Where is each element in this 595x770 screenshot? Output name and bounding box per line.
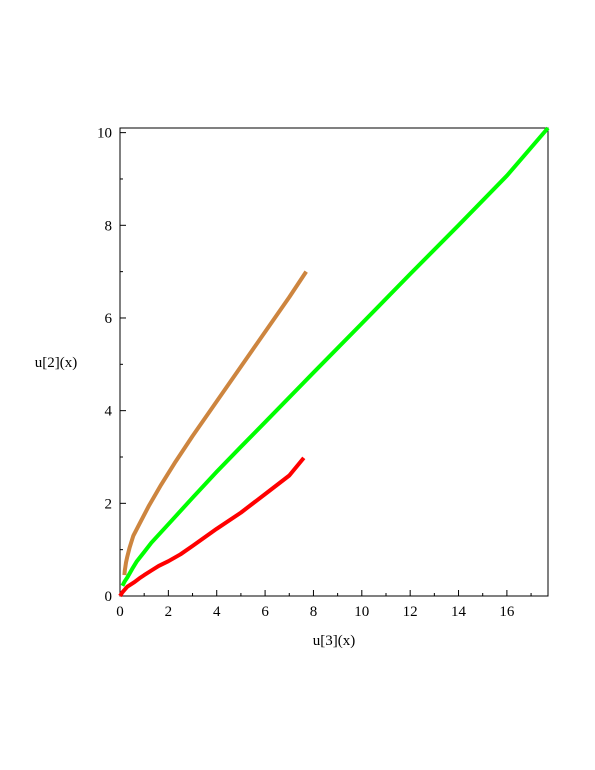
x-tick-label: 12 — [403, 604, 418, 620]
axis-ticks: 0 2 4 6 8 10 12 14 16 0 2 4 6 8 10 — [97, 126, 532, 620]
series-line-3 — [118, 456, 306, 598]
x-tick-label: 8 — [310, 604, 318, 620]
x-tick-label: 14 — [451, 604, 467, 620]
x-tick-label: 4 — [213, 604, 221, 620]
x-tick-label: 16 — [499, 604, 515, 620]
y-tick-label: 6 — [105, 311, 113, 327]
series-line-2 — [120, 126, 550, 587]
plot-area — [119, 127, 549, 597]
plot-frame — [119, 127, 549, 597]
y-tick-label: 2 — [105, 496, 113, 512]
series-line-1 — [122, 270, 308, 576]
x-tick-label: 10 — [354, 604, 369, 620]
y-tick-label: 4 — [105, 404, 113, 420]
series-group — [118, 126, 550, 598]
y-axis-title: u[2](x) — [35, 355, 77, 371]
x-tick-label: 0 — [116, 604, 124, 620]
y-tick-label: 8 — [105, 218, 113, 234]
x-axis-title: u[3](x) — [313, 633, 355, 649]
x-tick-label: 6 — [261, 604, 269, 620]
x-tick-label: 2 — [165, 604, 173, 620]
y-tick-label: 10 — [97, 126, 112, 142]
y-tick-label: 0 — [105, 589, 113, 605]
